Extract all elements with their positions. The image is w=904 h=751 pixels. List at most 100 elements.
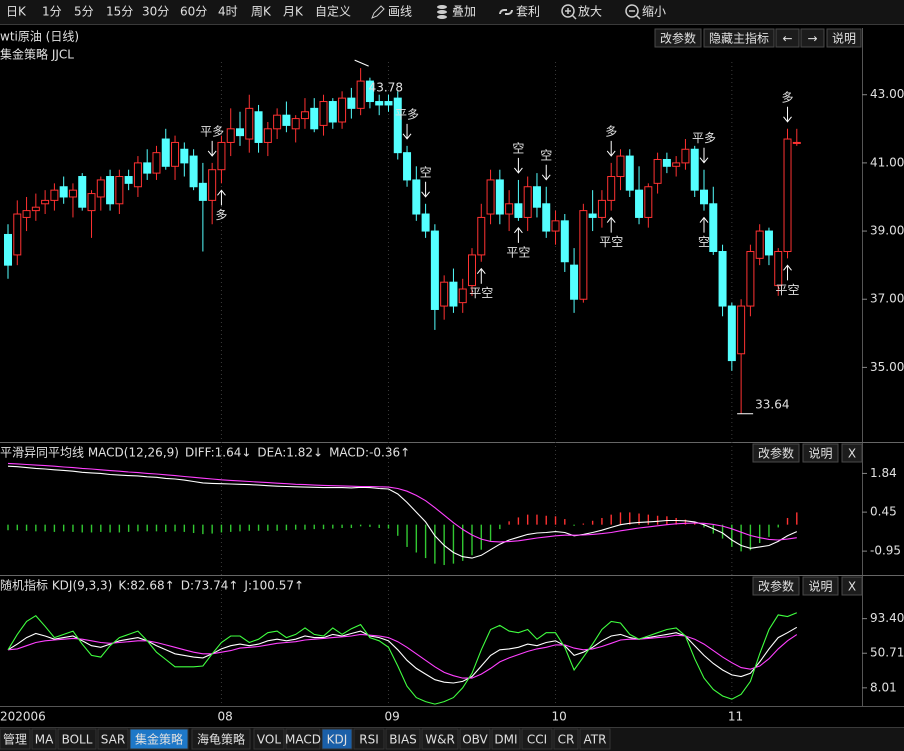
tab[interactable] — [191, 728, 251, 750]
indicator-title: 随机指标 KDJ(9,3,3) — [0, 578, 112, 593]
candle-body — [755, 230, 764, 259]
tab-label[interactable]: OBV — [462, 733, 488, 747]
indicator-line — [7, 462, 797, 543]
button[interactable] — [775, 28, 800, 48]
tab[interactable] — [553, 728, 579, 750]
tab-label[interactable]: RSI — [359, 733, 379, 747]
toolbar-item[interactable]: 4时 — [218, 5, 238, 19]
button-label[interactable]: 改参数 — [758, 579, 794, 594]
candle-body — [319, 101, 328, 126]
indicator-title: 平滑异同平均线 MACD(12,26,9) — [0, 446, 179, 460]
toolbar-item[interactable]: 5分 — [74, 5, 94, 19]
button-label[interactable]: 说明 — [832, 31, 856, 46]
x-tick-label: 08 — [217, 710, 232, 724]
y-tick-label: 8.01 — [870, 680, 897, 694]
tab-label[interactable]: 管理 — [3, 732, 27, 747]
button[interactable] — [841, 443, 863, 463]
candle-body — [412, 179, 421, 215]
toolbar-item[interactable]: 1分 — [42, 5, 62, 19]
button[interactable] — [703, 28, 775, 48]
toolbar-item[interactable]: 自定义 — [315, 4, 351, 19]
candle-body — [625, 155, 634, 191]
button[interactable] — [841, 576, 863, 596]
candle-body — [681, 148, 690, 164]
tab[interactable] — [459, 728, 491, 750]
tab[interactable] — [285, 728, 321, 750]
button-label[interactable]: X — [848, 447, 856, 461]
tab[interactable] — [31, 728, 57, 750]
candle-body — [347, 97, 356, 109]
toolbar-item[interactable]: 日K — [6, 5, 27, 19]
button[interactable] — [752, 576, 800, 596]
button[interactable] — [802, 576, 839, 596]
toolbar-item[interactable]: 套利 — [516, 5, 540, 19]
tab-label[interactable]: W&R — [425, 733, 455, 747]
tab-label[interactable]: CR — [558, 733, 575, 747]
candle-body — [133, 162, 142, 188]
indicator-line — [7, 626, 798, 684]
toolbar-item[interactable]: 周K — [251, 5, 272, 19]
button-label[interactable]: 隐藏主指标 — [709, 31, 769, 46]
tab[interactable] — [579, 728, 611, 750]
tab[interactable] — [385, 728, 421, 750]
tab-label[interactable]: DMI — [494, 733, 517, 747]
candle-body — [403, 152, 412, 181]
signal-label: 多 — [782, 90, 794, 104]
indicator-line — [7, 465, 798, 559]
button[interactable] — [826, 28, 862, 48]
button[interactable] — [800, 28, 825, 48]
toolbar-item[interactable]: 60分 — [180, 5, 207, 19]
button-label[interactable]: 改参数 — [758, 446, 794, 461]
tab[interactable] — [353, 728, 385, 750]
candle-body — [718, 251, 727, 307]
toolbar-item[interactable]: 画线 — [388, 5, 412, 19]
toolbar-item[interactable]: 15分 — [106, 5, 133, 19]
candle-body — [588, 213, 597, 218]
tab-label[interactable]: 海龟策略 — [197, 732, 245, 747]
button-label[interactable]: ← — [782, 32, 792, 46]
tab[interactable] — [421, 728, 459, 750]
button[interactable] — [654, 28, 702, 48]
tab[interactable] — [491, 728, 521, 750]
button-label[interactable]: 说明 — [808, 446, 832, 461]
candle-body — [338, 97, 347, 123]
tab-label[interactable]: MA — [35, 733, 54, 747]
toolbar-item[interactable]: 叠加 — [452, 5, 476, 19]
annotation: 33.64 — [755, 397, 789, 411]
signal-label: 多 — [605, 124, 617, 138]
button[interactable] — [802, 443, 839, 463]
tab-label[interactable]: ATR — [584, 733, 607, 747]
candle-body — [709, 203, 718, 253]
toolbar-item[interactable]: 缩小 — [642, 4, 666, 19]
tab-label[interactable]: BIAS — [389, 733, 417, 747]
toolbar-item[interactable]: 30分 — [142, 5, 169, 19]
tab-label[interactable]: KDJ — [327, 733, 348, 747]
tab[interactable] — [521, 728, 553, 750]
toolbar-item[interactable]: 月K — [283, 5, 304, 19]
candle-body — [198, 182, 207, 201]
tab-label[interactable]: 集金策略 — [135, 732, 183, 747]
tab[interactable] — [57, 728, 97, 750]
signal-arrow — [476, 267, 486, 284]
button-label[interactable]: 改参数 — [660, 31, 696, 46]
tab[interactable] — [97, 728, 129, 750]
icon-zoom — [625, 4, 639, 18]
tab-label[interactable]: CCI — [527, 733, 547, 747]
button[interactable] — [752, 443, 800, 463]
tab[interactable] — [253, 728, 285, 750]
tab-label[interactable]: MACD — [285, 733, 321, 747]
chart-title: wti原油 (日线) — [0, 30, 79, 44]
tab[interactable] — [321, 728, 353, 750]
candle-body — [68, 189, 77, 198]
button-label[interactable]: 说明 — [808, 579, 832, 594]
tab-label[interactable]: BOLL — [62, 733, 93, 747]
button-label[interactable]: → — [807, 32, 817, 46]
toolbar-item[interactable]: 放大 — [578, 4, 602, 19]
signal-arrow — [783, 106, 792, 123]
tab[interactable] — [0, 728, 31, 750]
candle-body — [356, 80, 365, 109]
tab[interactable] — [129, 728, 189, 750]
button-label[interactable]: X — [848, 580, 856, 594]
tab-label[interactable]: SAR — [101, 733, 125, 747]
tab-label[interactable]: VOL — [257, 733, 281, 747]
